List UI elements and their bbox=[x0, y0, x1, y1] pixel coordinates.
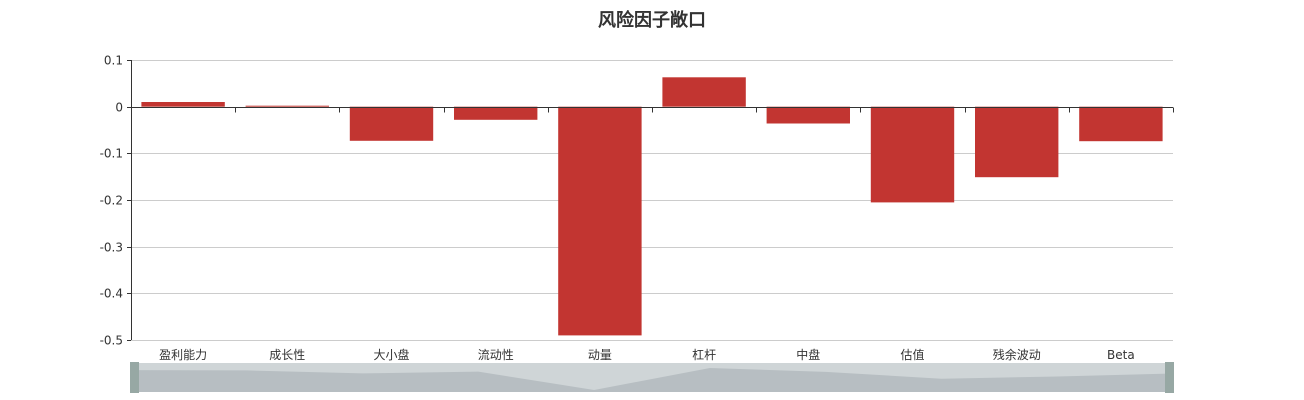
y-tick-label: 0.1 bbox=[104, 54, 123, 68]
bar-中盘[interactable] bbox=[766, 106, 850, 124]
x-tick-label: 残余波动 bbox=[993, 347, 1041, 362]
x-tick-label: 杠杆 bbox=[692, 347, 716, 362]
grid-lines bbox=[131, 60, 1173, 341]
bar-动量[interactable] bbox=[558, 106, 642, 336]
chart-title: 风险因子敞口 bbox=[598, 10, 706, 31]
axes bbox=[127, 60, 1174, 341]
bar-成长性[interactable] bbox=[245, 105, 329, 107]
bar-杠杆[interactable] bbox=[662, 77, 746, 107]
bar-残余波动[interactable] bbox=[975, 106, 1059, 178]
zoom-selection[interactable] bbox=[131, 363, 1173, 392]
x-tick-label: 中盘 bbox=[796, 347, 820, 362]
bar-流动性[interactable] bbox=[454, 106, 538, 120]
bar-大小盘[interactable] bbox=[349, 106, 434, 141]
y-tick-label: -0.2 bbox=[100, 194, 123, 208]
data-zoom-slider bbox=[130, 362, 1174, 393]
zoom-preview-area bbox=[131, 368, 1173, 392]
x-tick-label: 估值 bbox=[900, 347, 924, 362]
bar-Beta[interactable] bbox=[1079, 106, 1163, 142]
bar-估值[interactable] bbox=[870, 106, 955, 203]
y-tick-labels: 0.1 0 -0.1 -0.2 -0.3 -0.4 -0.5 bbox=[100, 54, 123, 348]
y-tick-label: 0 bbox=[115, 101, 123, 115]
x-tick-label: 大小盘 bbox=[373, 347, 409, 362]
x-tick-label: 盈利能力 bbox=[159, 348, 207, 362]
y-tick-label: -0.4 bbox=[100, 287, 123, 301]
bar-盈利能力[interactable] bbox=[141, 102, 225, 107]
zoom-handle-right[interactable] bbox=[1165, 362, 1174, 393]
x-tick-label: 动量 bbox=[588, 348, 612, 362]
zoom-handle-left[interactable] bbox=[130, 362, 139, 393]
x-tick-label: 流动性 bbox=[478, 348, 514, 362]
x-tick-label: Beta bbox=[1107, 348, 1135, 362]
y-tick-label: -0.5 bbox=[100, 334, 123, 348]
bars bbox=[141, 77, 1163, 336]
y-tick-label: -0.1 bbox=[100, 147, 123, 161]
y-tick-label: -0.3 bbox=[100, 241, 123, 255]
x-tick-labels: 盈利能力 成长性 大小盘 流动性 动量 杠杆 中盘 估值 残余波动 Beta bbox=[159, 347, 1135, 362]
x-tick-label: 成长性 bbox=[269, 348, 305, 362]
